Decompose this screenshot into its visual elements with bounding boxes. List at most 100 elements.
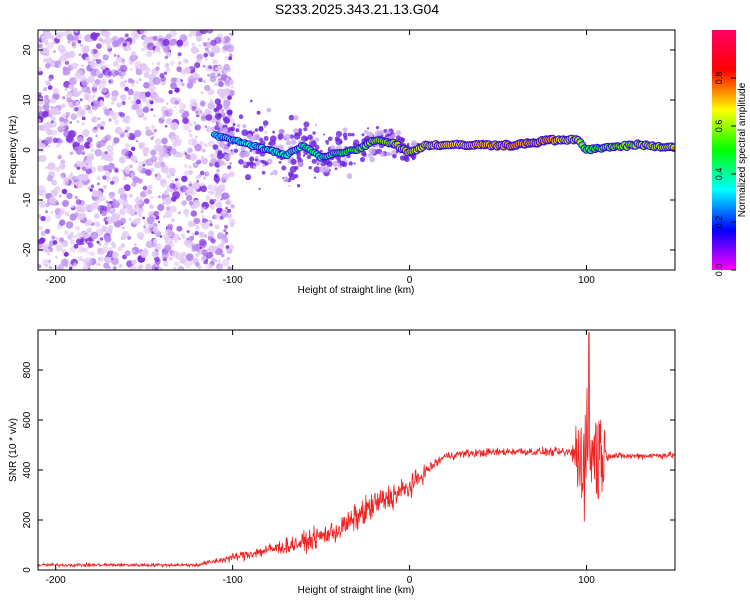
noise-blob <box>99 99 104 104</box>
noise-blob <box>160 79 167 86</box>
noise-blob <box>81 85 89 93</box>
noise-blob <box>61 188 68 195</box>
colorbar-tick-label: 0.0 <box>714 264 724 277</box>
noise-blob <box>61 249 66 254</box>
noise-blob <box>104 170 111 177</box>
noise-blob <box>81 80 88 87</box>
noise-blob <box>169 205 177 213</box>
noise-blob <box>182 117 189 124</box>
noise-blob <box>157 203 165 212</box>
noise-blob <box>143 226 151 234</box>
noise-blob <box>201 218 207 223</box>
noise-blob <box>130 146 136 151</box>
noise-blob <box>84 106 88 110</box>
noise-blob <box>193 217 199 224</box>
noise-blob <box>167 223 174 230</box>
noise-blob <box>113 214 117 219</box>
transition-blob <box>213 108 218 112</box>
noise-blob <box>135 68 143 76</box>
noise-blob <box>170 122 179 131</box>
noise-blob <box>62 67 71 76</box>
noise-blob <box>57 44 66 53</box>
transition-blob <box>256 110 261 115</box>
noise-blob <box>194 144 202 152</box>
noise-blob <box>96 262 100 267</box>
noise-blob <box>112 35 119 42</box>
noise-blob <box>181 251 187 258</box>
noise-blob <box>95 70 101 76</box>
noise-blob <box>51 179 58 186</box>
noise-blob <box>128 193 133 198</box>
noise-blob <box>76 136 85 144</box>
noise-blob <box>212 65 217 69</box>
transition-blob <box>230 126 235 132</box>
noise-blob <box>120 94 127 101</box>
noise-blob <box>134 61 142 68</box>
noise-blob <box>165 170 169 175</box>
noise-blob <box>209 204 216 210</box>
noise-blob <box>96 182 100 186</box>
noise-blob <box>206 248 210 251</box>
snr-line <box>38 332 675 569</box>
noise-blob <box>59 219 66 226</box>
noise-blob <box>48 265 53 269</box>
transition-blob <box>268 142 271 146</box>
noise-blob <box>39 47 47 55</box>
transition-blob <box>262 120 269 126</box>
noise-blob <box>47 162 56 171</box>
noise-blob <box>62 199 70 207</box>
noise-blob <box>40 230 47 236</box>
noise-blob <box>152 76 161 85</box>
noise-blob <box>78 53 82 57</box>
transition-blob <box>327 136 333 142</box>
noise-blob <box>162 110 169 117</box>
noise-blob <box>159 145 164 150</box>
transition-blob <box>260 159 265 164</box>
noise-blob <box>196 159 202 165</box>
noise-blob <box>153 95 161 103</box>
transition-blob <box>339 160 346 167</box>
transition-blob <box>289 173 296 181</box>
noise-blob <box>227 208 232 213</box>
noise-blob <box>181 200 188 206</box>
noise-blob <box>139 205 143 209</box>
noise-blob <box>121 231 130 239</box>
x-tick-label: -200 <box>46 275 66 286</box>
noise-blob <box>202 64 206 68</box>
noise-blob <box>131 83 135 88</box>
noise-blob <box>111 113 118 121</box>
transition-blob <box>313 166 321 174</box>
noise-blob <box>127 37 133 43</box>
noise-blob <box>184 192 188 196</box>
transition-blob <box>325 139 329 144</box>
noise-blob <box>196 180 200 183</box>
noise-blob <box>133 54 139 60</box>
noise-blob <box>44 136 53 145</box>
noise-blob <box>176 39 184 47</box>
noise-blob <box>127 96 132 101</box>
noise-blob <box>190 30 193 34</box>
noise-blob <box>137 210 141 214</box>
noise-blob <box>137 165 143 172</box>
y-tick-label: -10 <box>22 192 33 207</box>
noise-blob <box>43 103 50 110</box>
noise-blob <box>152 227 159 234</box>
noise-blob <box>38 105 43 113</box>
noise-blob <box>189 201 194 206</box>
x-tick-label: -200 <box>46 575 66 586</box>
transition-blob <box>250 99 253 103</box>
noise-blob <box>110 180 115 185</box>
noise-blob <box>120 71 127 77</box>
noise-blob <box>123 184 131 192</box>
transition-blob <box>298 128 303 133</box>
noise-blob <box>203 206 207 209</box>
noise-blob <box>104 37 112 45</box>
noise-blob <box>228 79 234 85</box>
noise-blob <box>158 51 161 54</box>
transition-blob <box>307 134 313 140</box>
noise-blob <box>58 63 62 67</box>
noise-blob <box>134 129 142 138</box>
x-tick-label: -100 <box>223 575 243 586</box>
noise-blob <box>148 210 153 216</box>
noise-blob <box>174 181 181 188</box>
